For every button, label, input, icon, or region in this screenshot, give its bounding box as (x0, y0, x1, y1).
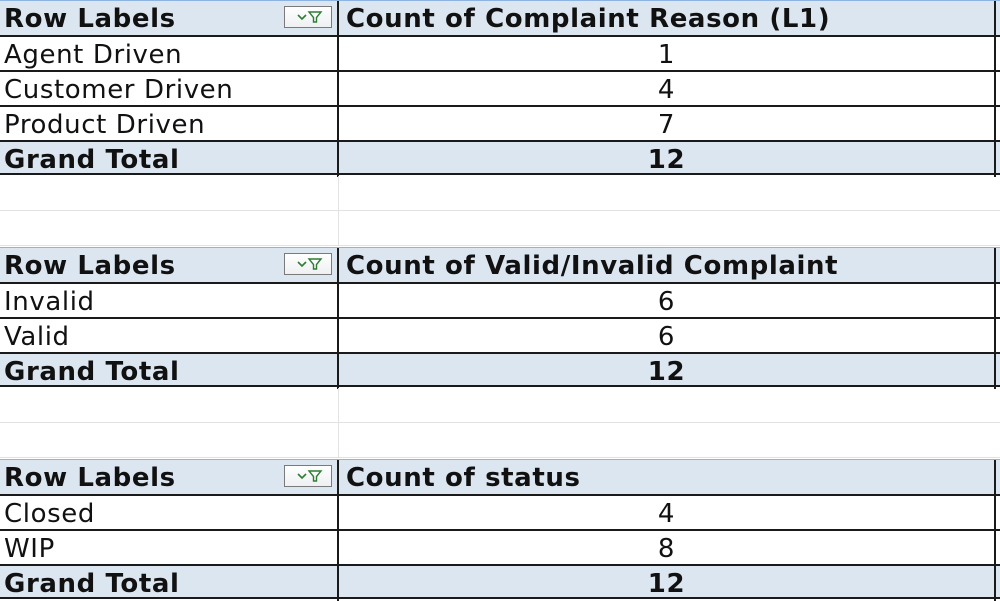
filter-dropdown-button[interactable] (284, 253, 332, 275)
row-value[interactable]: 7 (339, 107, 996, 142)
pivot-data-row: Agent Driven 1 (0, 35, 1000, 72)
row-label[interactable]: Valid (0, 319, 339, 354)
value-field-header[interactable]: Count of Valid/Invalid Complaint (339, 248, 996, 283)
grand-total-row: Grand Total 12 (0, 140, 1000, 177)
row-label[interactable]: Customer Driven (0, 72, 339, 107)
row-label[interactable]: Invalid (0, 284, 339, 319)
row-labels-header[interactable]: Row Labels (0, 248, 339, 283)
filter-dropdown-icon (297, 11, 323, 23)
grand-total-value[interactable]: 12 (339, 354, 996, 389)
row-value[interactable]: 1 (339, 37, 996, 72)
filter-dropdown-button[interactable] (284, 6, 332, 28)
grand-total-row: Grand Total 12 (0, 352, 1000, 389)
pivot-data-row: Closed 4 (0, 494, 1000, 531)
pivot-header-row: Row Labels Count of Complaint Reason (L1… (0, 0, 1000, 36)
grand-total-value[interactable]: 12 (339, 566, 996, 601)
pivot-data-row: Invalid 6 (0, 282, 1000, 319)
row-value[interactable]: 4 (339, 72, 996, 107)
row-label[interactable]: Closed (0, 496, 339, 531)
grand-total-label[interactable]: Grand Total (0, 354, 339, 389)
row-value[interactable]: 8 (339, 531, 996, 566)
pivot-data-row: Valid 6 (0, 317, 1000, 354)
empty-row (0, 388, 1000, 423)
pivot-data-row: Customer Driven 4 (0, 70, 1000, 107)
row-label[interactable]: Agent Driven (0, 37, 339, 72)
empty-row (0, 211, 1000, 246)
row-value[interactable]: 6 (339, 284, 996, 319)
filter-dropdown-icon (297, 470, 323, 482)
pivot-data-row: WIP 8 (0, 529, 1000, 566)
row-value[interactable]: 6 (339, 319, 996, 354)
row-value[interactable]: 4 (339, 496, 996, 531)
filter-dropdown-button[interactable] (284, 465, 332, 487)
grand-total-value[interactable]: 12 (339, 142, 996, 177)
row-label[interactable]: Product Driven (0, 107, 339, 142)
value-field-header[interactable]: Count of Complaint Reason (L1) (339, 1, 996, 36)
empty-row (0, 176, 1000, 211)
pivot-header-row: Row Labels Count of Valid/Invalid Compla… (0, 247, 1000, 283)
filter-dropdown-icon (297, 258, 323, 270)
grand-total-label[interactable]: Grand Total (0, 142, 339, 177)
grand-total-row: Grand Total 12 (0, 564, 1000, 601)
empty-row (0, 423, 1000, 458)
grand-total-label[interactable]: Grand Total (0, 566, 339, 601)
pivot-header-row: Row Labels Count of status (0, 459, 1000, 495)
row-label[interactable]: WIP (0, 531, 339, 566)
row-labels-header[interactable]: Row Labels (0, 1, 339, 36)
value-field-header[interactable]: Count of status (339, 460, 996, 495)
row-labels-header[interactable]: Row Labels (0, 460, 339, 495)
pivot-data-row: Product Driven 7 (0, 105, 1000, 142)
